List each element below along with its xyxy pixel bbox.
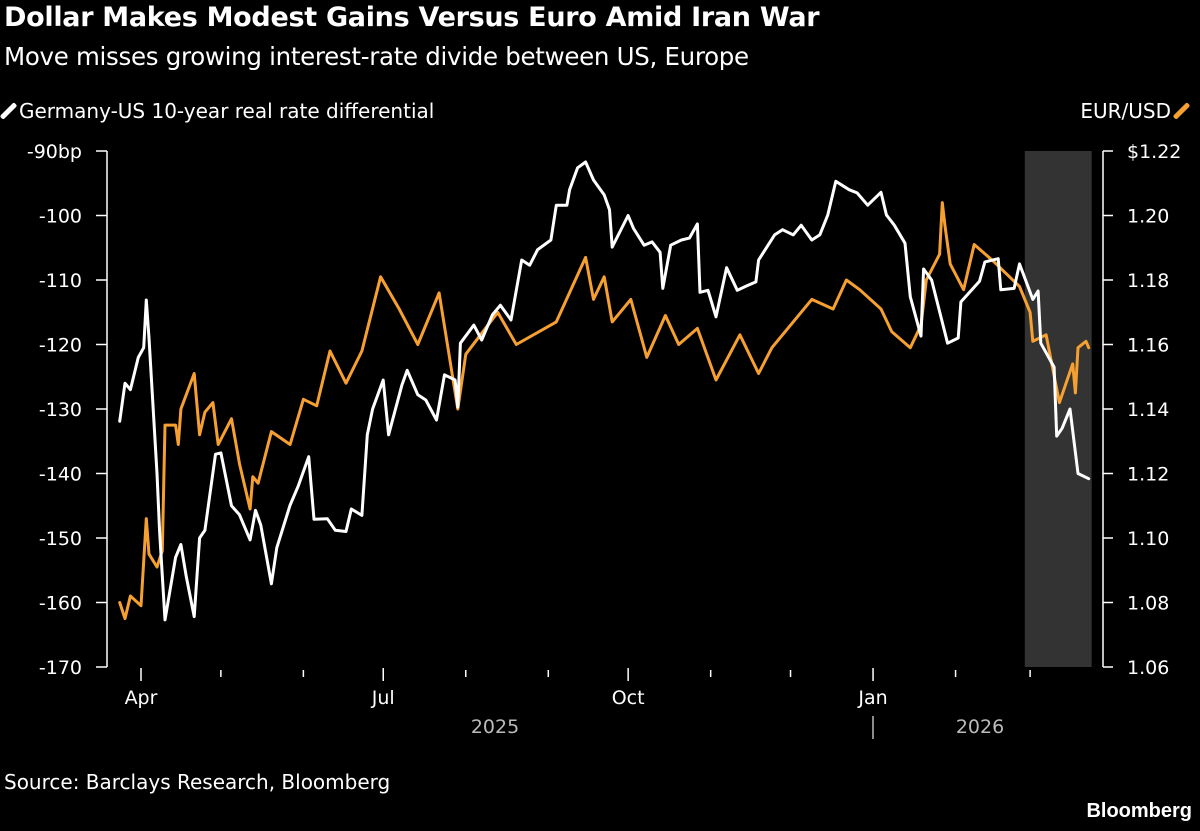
series-line-rate-differential — [118, 160, 1091, 622]
x-axis-tick-label: Oct — [612, 687, 645, 709]
legend-label: Germany-US 10-year real rate differentia… — [19, 99, 435, 123]
legend-label: EUR/USD — [1080, 99, 1171, 123]
right-axis-tick-label: 1.20 — [1127, 206, 1169, 228]
left-axis-tick-label: -130 — [39, 399, 82, 421]
legend-item-rate-differential: Germany-US 10-year real rate differentia… — [0, 99, 435, 123]
right-axis-tick-label: 1.10 — [1127, 528, 1169, 550]
left-axis-tick-label: -100 — [39, 206, 82, 228]
right-axis-tick-label: 1.16 — [1127, 335, 1169, 357]
left-axis-tick-label: -120 — [39, 335, 82, 357]
left-axis-tick-label: -140 — [39, 464, 82, 486]
right-axis-tick-label: 1.12 — [1127, 464, 1169, 486]
source-note: Source: Barclays Research, Bloomberg — [4, 770, 391, 794]
right-axis-tick-label: 1.06 — [1127, 657, 1169, 679]
right-axis-tick-label: $1.22 — [1127, 141, 1181, 163]
x-axis-tick-label: Jul — [371, 687, 395, 709]
left-axis-tick-label: -170 — [39, 657, 82, 679]
left-axis-tick-label: -150 — [39, 528, 82, 550]
right-axis-tick-label: 1.08 — [1127, 593, 1169, 615]
bloomberg-logo: Bloomberg — [1086, 800, 1192, 822]
legend-item-eurusd: EUR/USD — [1080, 99, 1191, 123]
shaded-period — [1024, 151, 1092, 667]
x-axis-tick-label: Apr — [125, 687, 158, 709]
left-axis-tick-label: -90bp — [27, 141, 82, 163]
year-label-2025: 2025 — [471, 716, 519, 738]
x-axis-tick-label: Jan — [857, 687, 887, 709]
left-axis-tick-label: -110 — [39, 270, 82, 292]
right-axis-tick-label: 1.14 — [1127, 399, 1169, 421]
chart-subtitle: Move misses growing interest-rate divide… — [4, 42, 749, 71]
right-axis-tick-label: 1.18 — [1127, 270, 1169, 292]
chart-title: Dollar Makes Modest Gains Versus Euro Am… — [4, 2, 820, 33]
left-axis-tick-label: -160 — [39, 593, 82, 615]
series-line-eurusd — [118, 201, 1091, 621]
year-label-2026: 2026 — [956, 716, 1004, 738]
